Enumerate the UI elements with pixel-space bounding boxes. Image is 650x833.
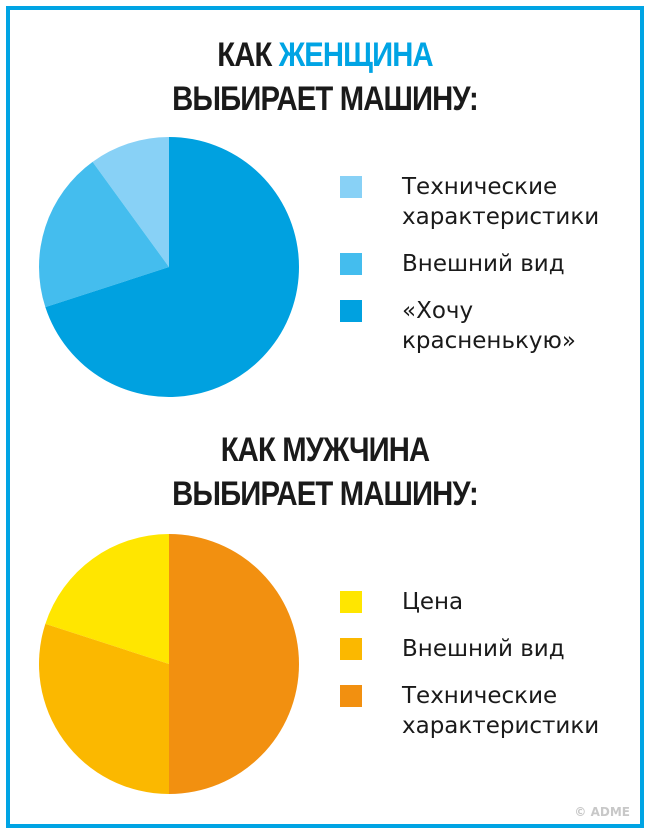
- chart2-pie-slice-1: [38, 623, 169, 794]
- chart1-legend-swatch-red: [340, 300, 362, 322]
- chart2-legend-label-look: Внешний вид: [402, 636, 565, 662]
- chart1-title: КАК ЖЕНЩИНА ВЫБИРАЕТ МАШИНУ:: [46, 33, 605, 121]
- chart2-title-line2: ВЫБИРАЕТ МАШИНУ:: [172, 475, 479, 513]
- chart1-legend-label-tech-1: Технические: [402, 174, 558, 200]
- chart2-legend-label-tech-1: Технические: [402, 683, 558, 709]
- chart1-title-prefix: КАК: [217, 36, 279, 74]
- chart2-pie-slice-2: [169, 534, 299, 794]
- chart2-pie-slice-0: [45, 534, 169, 664]
- chart2-legend-label-tech-2: характеристики: [402, 713, 600, 739]
- chart2-legend-item-look: Внешний вид: [340, 634, 599, 664]
- chart1-legend-swatch-tech: [340, 176, 362, 198]
- chart2-legend-item-tech: Технические характеристики: [340, 681, 599, 741]
- chart2-legend-swatch-price: [340, 591, 362, 613]
- chart1-legend-item-red: «Хочу красненькую»: [340, 296, 599, 356]
- chart1-legend-swatch-look: [340, 253, 362, 275]
- chart2-legend: Цена Внешний вид Технические характерист…: [340, 587, 599, 758]
- chart1-title-accent: ЖЕНЩИНА: [278, 36, 434, 74]
- chart1-legend: Технические характеристики Внешний вид «…: [340, 172, 599, 373]
- chart1-legend-label-tech-2: характеристики: [402, 204, 600, 230]
- chart1-legend-item-look: Внешний вид: [340, 249, 599, 279]
- chart1-legend-label-red-1: «Хочу: [402, 298, 474, 324]
- chart2-legend-item-price: Цена: [340, 587, 599, 617]
- chart2-legend-swatch-look: [340, 638, 362, 660]
- chart1-legend-label-red-2: красненькую»: [402, 328, 576, 354]
- chart2-legend-label-price: Цена: [402, 589, 464, 615]
- chart1-pie: [39, 137, 299, 397]
- chart2-pie: [38, 534, 299, 794]
- chart2-title-line1: КАК МУЖЧИНА: [220, 431, 430, 469]
- watermark: © ADME: [574, 805, 630, 819]
- chart1-pie-slice-2: [45, 137, 299, 397]
- chart1-legend-item-tech: Технические характеристики: [340, 172, 599, 232]
- chart2-title: КАК МУЖЧИНА ВЫБИРАЕТ МАШИНУ:: [46, 428, 605, 516]
- chart2-legend-swatch-tech: [340, 685, 362, 707]
- chart1-title-line2: ВЫБИРАЕТ МАШИНУ:: [172, 80, 479, 118]
- chart1-pie-slice-0: [92, 137, 169, 267]
- chart1-legend-label-look: Внешний вид: [402, 251, 565, 277]
- chart1-pie-slice-1: [39, 161, 169, 308]
